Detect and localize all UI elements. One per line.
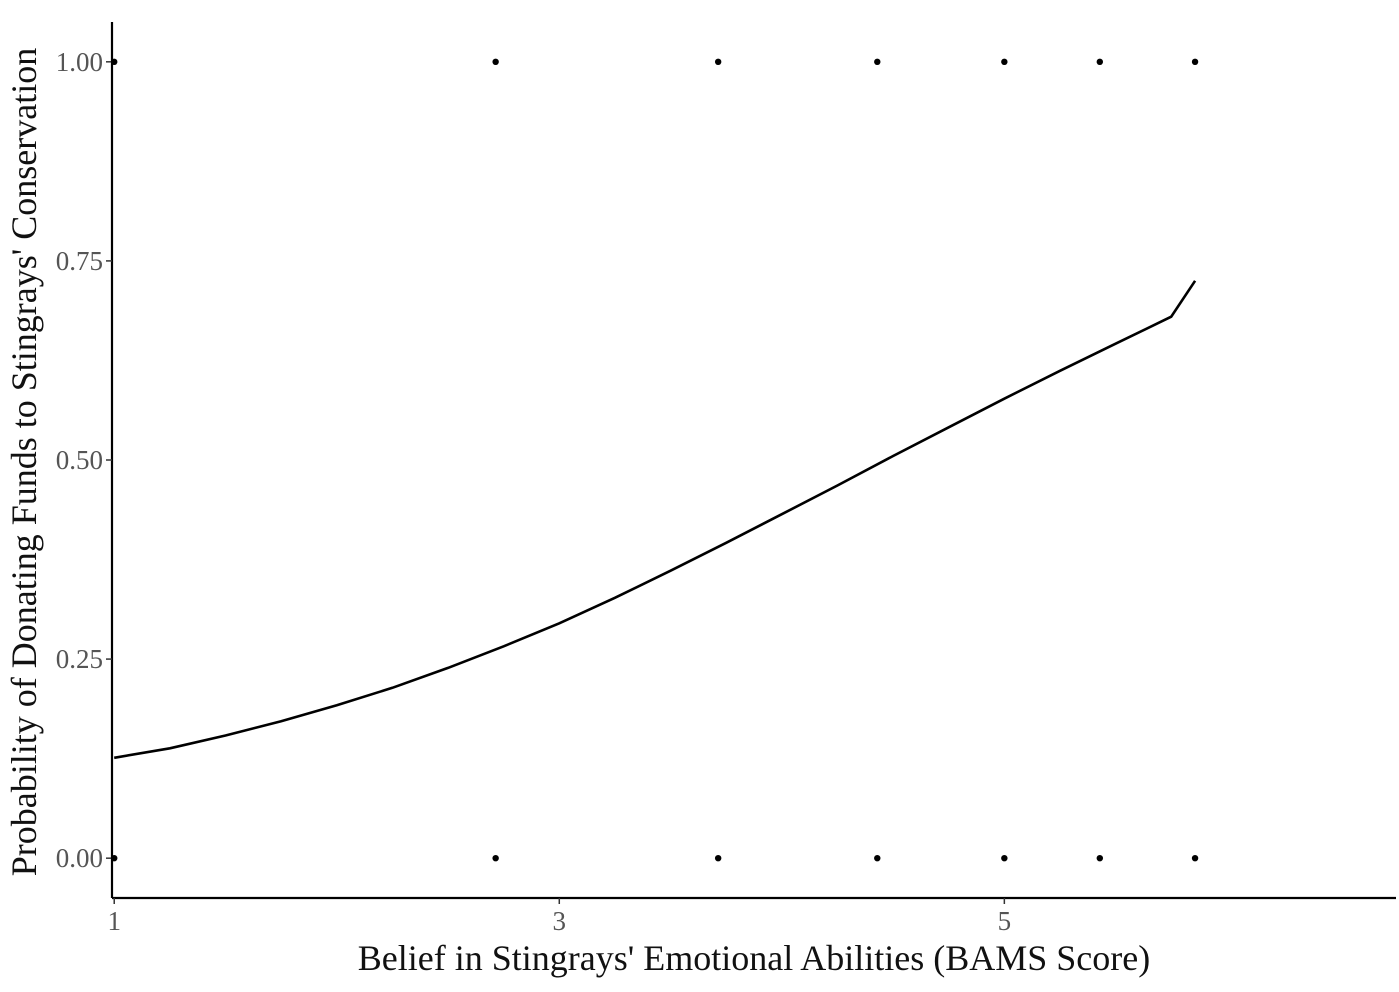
y-tick-label: 0.00 — [56, 843, 103, 873]
data-point — [492, 58, 499, 66]
data-point — [1096, 58, 1104, 66]
data-point — [1191, 58, 1199, 66]
y-axis-ticks: 0.00 0.25 0.50 0.75 1.00 — [56, 47, 112, 873]
data-point — [1001, 854, 1008, 862]
y-tick-label: 0.75 — [56, 246, 103, 276]
x-axis-title: Belief in Stingrays' Emotional Abilities… — [358, 938, 1150, 978]
y-tick-label: 0.50 — [56, 445, 103, 475]
y-axis-title: Probability of Donating Funds to Stingra… — [4, 48, 44, 876]
x-tick-label: 5 — [998, 906, 1012, 936]
data-point — [111, 58, 118, 66]
plot-marks — [111, 58, 1199, 862]
data-point — [1096, 854, 1104, 862]
y-tick-label: 0.25 — [56, 644, 103, 674]
y-tick-label: 1.00 — [56, 47, 103, 77]
data-point — [492, 854, 499, 862]
data-point — [1191, 854, 1199, 862]
fitted-probability-line — [113, 280, 1197, 760]
data-point — [1001, 58, 1008, 66]
data-point — [714, 854, 722, 862]
data-point — [714, 58, 722, 66]
data-point — [111, 854, 118, 862]
data-point — [874, 58, 881, 66]
x-tick-label: 1 — [107, 906, 121, 936]
data-point — [874, 854, 881, 862]
x-axis-ticks: 1 3 5 — [107, 898, 1011, 936]
x-tick-label: 3 — [553, 906, 567, 936]
axes — [110, 22, 1396, 900]
